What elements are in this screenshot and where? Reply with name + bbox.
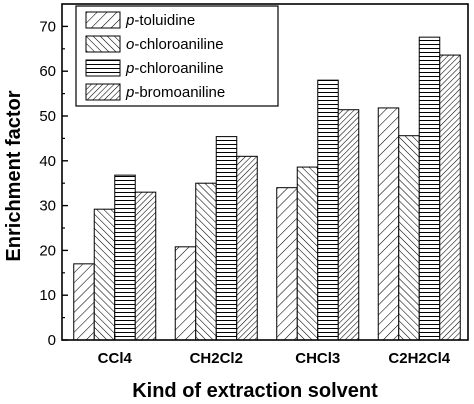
y-tick-label: 60 xyxy=(39,63,56,80)
y-axis-title: Enrichment factor xyxy=(3,90,25,261)
bar xyxy=(276,187,298,341)
y-axis-ticks: 0 10 20 30 40 50 60 70 xyxy=(39,18,68,349)
y-tick-label: 70 xyxy=(39,18,56,35)
bar xyxy=(236,155,258,341)
bar xyxy=(134,191,157,341)
bar xyxy=(215,136,238,341)
x-tick-label: C2H2Cl4 xyxy=(388,350,450,367)
y-tick-label: 40 xyxy=(39,153,56,170)
y-tick-label: 10 xyxy=(39,287,56,304)
legend: p-toluidine o-chloroaniline p-chloroanilin… xyxy=(75,5,279,107)
bar xyxy=(296,166,319,341)
bar xyxy=(398,135,420,341)
x-tick-label: CH2Cl2 xyxy=(190,350,243,367)
x-axis-category-labels: CCl4 CH2Cl2 CHCl3 C2H2Cl4 xyxy=(98,334,451,367)
bar xyxy=(73,263,95,341)
bar xyxy=(439,54,461,341)
bar xyxy=(114,174,136,341)
legend-swatch xyxy=(85,11,121,29)
bar xyxy=(337,109,360,341)
x-axis-title: Kind of extraction solvent xyxy=(132,380,378,402)
bar xyxy=(195,182,217,341)
x-tick-label: CHCl3 xyxy=(295,350,340,367)
x-tick-label: CCl4 xyxy=(98,350,133,367)
bars xyxy=(73,36,461,341)
bar xyxy=(174,246,197,341)
legend-label: p-chloroaniline xyxy=(125,60,224,77)
y-tick-label: 20 xyxy=(39,242,56,259)
bar xyxy=(418,36,441,341)
y-tick-label: 0 xyxy=(48,332,56,349)
bar xyxy=(377,107,400,341)
y-tick-label: 50 xyxy=(39,108,56,125)
legend-swatch xyxy=(85,83,121,101)
legend-label: o-chloroaniline xyxy=(126,36,224,53)
legend-swatch xyxy=(85,35,121,53)
y-tick-label: 30 xyxy=(39,198,56,215)
legend-label: p-toluidine xyxy=(125,12,195,29)
bar xyxy=(317,79,339,341)
plot-frame xyxy=(61,3,469,341)
bar xyxy=(93,208,116,341)
legend-label: p-bromoaniline xyxy=(125,84,225,101)
legend-swatch xyxy=(85,59,121,77)
